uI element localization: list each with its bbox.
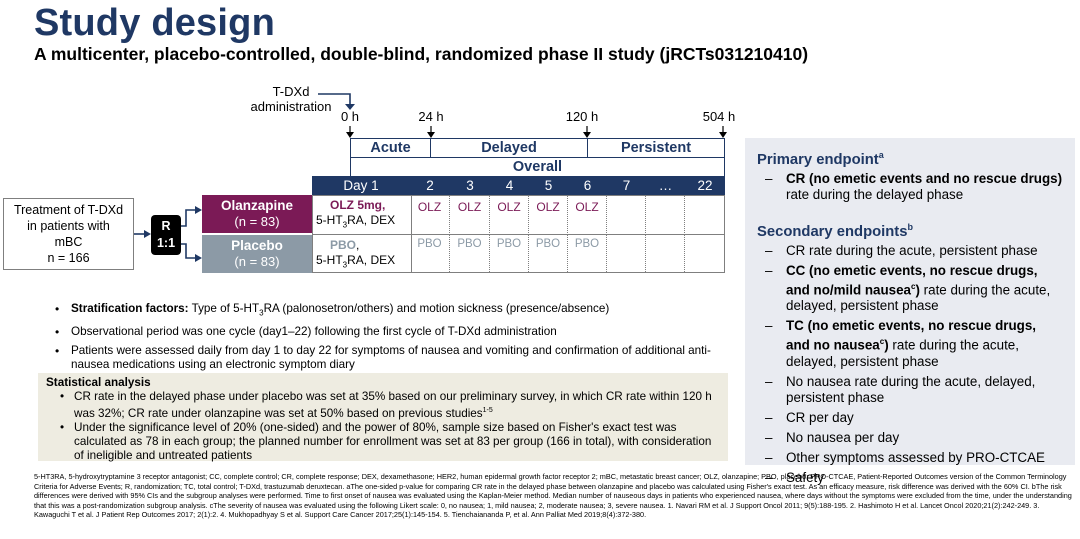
bullet-sub: 3: [259, 308, 264, 318]
pbo-cell: PBO: [410, 235, 450, 272]
endpoint-text: rate during the delayed phase: [786, 186, 964, 202]
endpoint-bold: TC (no emetic events, no rescue drugs, a…: [786, 318, 1037, 353]
olanzapine-day1-regimen: OLZ 5mg, 5-HT3RA, DEX: [316, 198, 396, 230]
footnote: 5-HT3RA, 5-hydroxytryptamine 3 receptor …: [34, 472, 1072, 519]
bullet-assessment: Patients were assessed daily from day 1 …: [55, 344, 715, 372]
treatment-line: Treatment of T-DXd: [13, 203, 124, 217]
bullet-text: RA (palonosetron/others) and motion sick…: [263, 302, 610, 315]
pbo-cell: PBO: [568, 235, 607, 272]
primary-endpoint-heading: Primary endpointa: [757, 146, 1063, 169]
arm-n: (n = 83): [234, 254, 280, 269]
endpoint-item: No nausea per day: [757, 430, 1063, 446]
statistical-analysis-box: Statistical analysis CR rate in the dela…: [38, 373, 728, 463]
endpoint-item: CR per day: [757, 410, 1063, 426]
regimen-text: 5-HT: [316, 213, 343, 227]
olz-cell: OLZ: [410, 196, 450, 233]
day-header: 6: [583, 178, 592, 193]
day-header: 7: [622, 178, 631, 193]
day-header-row: Day 1 2 3 4 5 6 7 … 22: [312, 176, 725, 195]
regimen-sub: 3: [342, 220, 348, 230]
placebo-day1-regimen: PBO, 5-HT3RA, DEX: [316, 238, 396, 270]
secondary-endpoints-heading: Secondary endpointsb: [757, 218, 1063, 241]
randomization-box: R 1:1: [151, 215, 181, 255]
endpoint-bold: CR (no emetic events and no rescue drugs…: [786, 170, 1063, 186]
dosing-table: [312, 195, 725, 273]
regimen-text: RA, DEX: [347, 213, 396, 227]
phase-persistent: Persistent: [587, 138, 725, 158]
arm-olanzapine: Olanzapine (n = 83): [202, 195, 312, 233]
phase-overall: Overall: [350, 157, 725, 177]
timepoint-24h: 24 h: [418, 109, 444, 124]
regimen-sub: 3: [342, 260, 348, 270]
arm-n: (n = 83): [234, 214, 280, 229]
day-header: 4: [505, 178, 514, 193]
pbo-cell: PBO: [529, 235, 568, 272]
treatment-line: in patients with: [27, 219, 110, 233]
day-header: 2: [426, 178, 434, 193]
endpoint-sup: c: [879, 337, 885, 347]
phase-acute: Acute: [350, 138, 431, 158]
olz-cell: OLZ: [490, 196, 529, 233]
timepoint-504h: 504 h: [702, 109, 736, 124]
endpoint-item: CR (no emetic events and no rescue drugs…: [757, 171, 1063, 203]
phase-delayed: Delayed: [430, 138, 588, 158]
treatment-line: mBC: [54, 235, 83, 249]
endpoints-panel: Primary endpointa CR (no emetic events a…: [745, 138, 1075, 486]
stat-sup: 1-5: [482, 407, 493, 414]
olz-cell: OLZ: [450, 196, 490, 233]
randomization-ratio: 1:1: [156, 236, 176, 250]
heading-sup: b: [907, 221, 913, 232]
randomization-label: R: [161, 219, 171, 233]
pbo-cell: PBO: [490, 235, 529, 272]
arm-name: Placebo: [231, 238, 283, 253]
olz-cell: OLZ: [529, 196, 568, 233]
endpoint-bold: CC (no emetic events, no rescue drugs, a…: [786, 262, 1038, 298]
endpoint-text: rate during the acute, delayed, persiste…: [786, 337, 1019, 369]
arm-placebo: Placebo (n = 83): [202, 235, 312, 273]
bullet-stratification: Stratification factors: Type of 5-HT3RA …: [55, 302, 715, 320]
day-header: …: [658, 178, 673, 193]
stat-heading: Statistical analysis: [46, 376, 151, 389]
stat-bullet: CR rate in the delayed phase under place…: [46, 390, 720, 421]
sample-size: n = 166: [47, 251, 90, 265]
heading-sup: a: [878, 150, 884, 160]
placebo-day-cells: PBO PBO PBO PBO PBO: [410, 235, 725, 272]
heading-text: Secondary endpoints: [757, 223, 908, 240]
olz-cell: OLZ: [568, 196, 607, 233]
study-notes: Stratification factors: Type of 5-HT3RA …: [55, 302, 715, 377]
day-header: 3: [466, 178, 474, 193]
treatment-population-box: Treatment of T-DXd in patients with mBC …: [3, 198, 134, 270]
regimen-text: RA, DEX: [347, 253, 396, 267]
pbo-cell: PBO: [450, 235, 490, 272]
regimen-text: 5-HT: [316, 253, 343, 267]
timepoint-0h: 0 h: [340, 109, 360, 124]
day-header: Day 1: [343, 178, 379, 193]
bullet-bold: Stratification factors:: [71, 302, 189, 315]
day-header: 22: [697, 178, 713, 193]
endpoint-text: rate during the acute, delayed, persiste…: [786, 282, 1051, 314]
endpoint-item: CR rate during the acute, persistent pha…: [757, 243, 1063, 259]
endpoint-sup: c: [911, 281, 916, 291]
endpoint-item: TC (no emetic events, no rescue drugs, a…: [757, 318, 1063, 369]
bullet-observation: Observational period was one cycle (day1…: [55, 325, 715, 339]
arm-name: Olanzapine: [220, 198, 293, 213]
timepoint-120h: 120 h: [565, 109, 599, 124]
endpoint-item: CC (no emetic events, no rescue drugs, a…: [757, 263, 1063, 314]
bullet-text: Type of 5-HT: [188, 302, 260, 315]
endpoint-bold: ): [884, 337, 889, 353]
page-title: Study design: [34, 2, 275, 44]
endpoint-bold: ): [915, 282, 920, 298]
stat-text: CR rate in the delayed phase under place…: [74, 390, 712, 420]
stat-bullet: Under the significance level of 20% (one…: [46, 421, 720, 463]
pbo-dose: PBO: [330, 238, 357, 252]
endpoint-item: Safety: [757, 470, 1063, 486]
day-header: 5: [544, 178, 553, 193]
olz-dose: OLZ 5mg: [330, 198, 383, 212]
endpoint-item: Other symptoms assessed by PRO-CTCAE: [757, 450, 1063, 466]
olanzapine-day-cells: OLZ OLZ OLZ OLZ OLZ: [410, 196, 725, 233]
administration-label: T-DXd administration: [250, 84, 332, 114]
endpoint-item: No nausea rate during the acute, delayed…: [757, 374, 1063, 406]
page-subtitle: A multicenter, placebo-controlled, doubl…: [34, 44, 809, 64]
heading-text: Primary endpoint: [757, 151, 879, 168]
